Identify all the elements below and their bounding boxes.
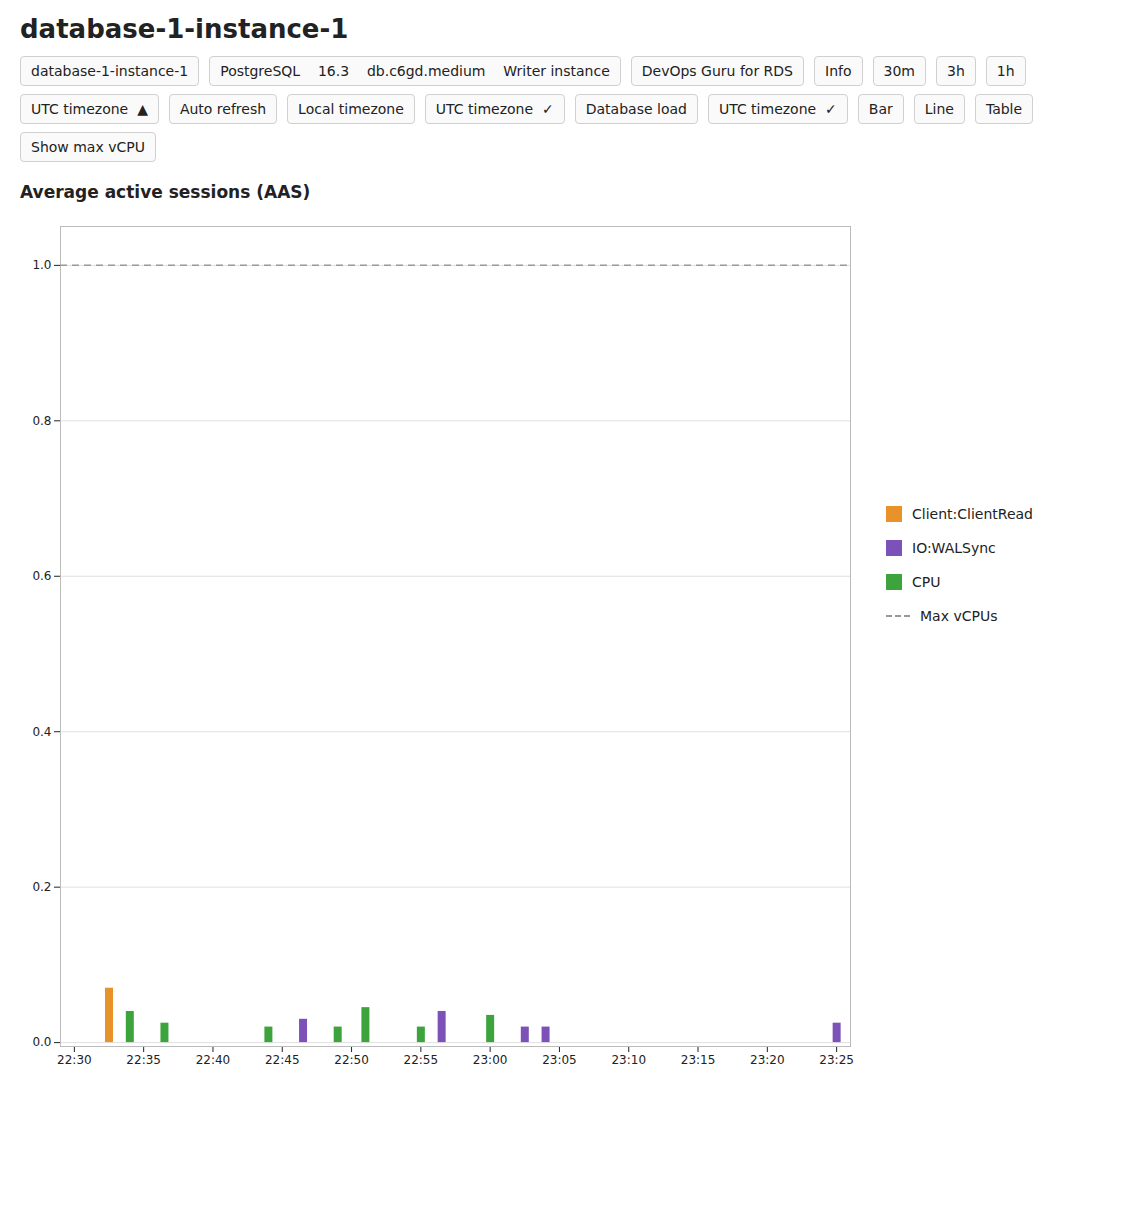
svg-text:1.0: 1.0: [32, 258, 51, 272]
svg-text:23:00: 23:00: [473, 1053, 508, 1067]
svg-text:23:25: 23:25: [819, 1053, 854, 1067]
html-text:Info: Info: [825, 63, 852, 79]
html-text:Max vCPUs: Max vCPUs: [920, 608, 998, 624]
html-text:1h: 1h: [996, 63, 1015, 79]
svg-text:22:50: 22:50: [334, 1053, 369, 1067]
html-text:Line: Line: [924, 101, 954, 117]
svg-text:0.8: 0.8: [32, 414, 51, 428]
html-text:CPU: CPU: [912, 574, 941, 590]
html-text:3h: 3h: [947, 63, 965, 79]
html-text:UTC timezone ▲: UTC timezone ▲: [31, 101, 148, 117]
svg-text:22:45: 22:45: [265, 1053, 300, 1067]
html-text:Bar: Bar: [868, 101, 893, 117]
svg-text:22:55: 22:55: [404, 1053, 439, 1067]
html-text:database-1-instance-1: database-1-instance-1: [31, 63, 189, 79]
svg-text:23:05: 23:05: [542, 1053, 577, 1067]
svg-text:0.0: 0.0: [32, 1035, 51, 1049]
svg-text:0.2: 0.2: [32, 880, 51, 894]
html-text:DevOps Guru for RDS: DevOps Guru for RDS: [641, 63, 793, 79]
svg-text:22:30: 22:30: [57, 1053, 92, 1067]
html-text:30m: 30m: [883, 63, 915, 79]
svg-text:0.6: 0.6: [32, 569, 51, 583]
svg-text:0.4: 0.4: [32, 725, 51, 739]
html-text:UTC timezone ✓: UTC timezone ✓: [435, 101, 554, 117]
html-text:Database load: Database load: [585, 101, 687, 117]
html-text:IO:WALSync: IO:WALSync: [912, 540, 996, 556]
svg-text:23:20: 23:20: [750, 1053, 785, 1067]
svg-text:23:15: 23:15: [681, 1053, 716, 1067]
html-text:Client:ClientRead: Client:ClientRead: [912, 506, 1033, 522]
html-text:database-1-instance-1: database-1-instance-1: [20, 14, 349, 44]
html-text:Show max vCPU: Show max vCPU: [31, 139, 145, 155]
svg-text:23:10: 23:10: [611, 1053, 646, 1067]
svg-text:22:40: 22:40: [196, 1053, 231, 1067]
html-text:Average active sessions (AAS): Average active sessions (AAS): [20, 182, 311, 202]
html-text:Local timezone: Local timezone: [298, 101, 404, 117]
svg-text:22:35: 22:35: [126, 1053, 161, 1067]
html-text:Table: Table: [985, 101, 1023, 117]
html-text:Auto refresh: Auto refresh: [179, 101, 267, 117]
html-text:UTC timezone ✓: UTC timezone ✓: [718, 101, 837, 117]
html-text:PostgreSQL 16.3 db.c6gd.medium: PostgreSQL 16.3 db.c6gd.medium Writer in…: [220, 63, 610, 79]
